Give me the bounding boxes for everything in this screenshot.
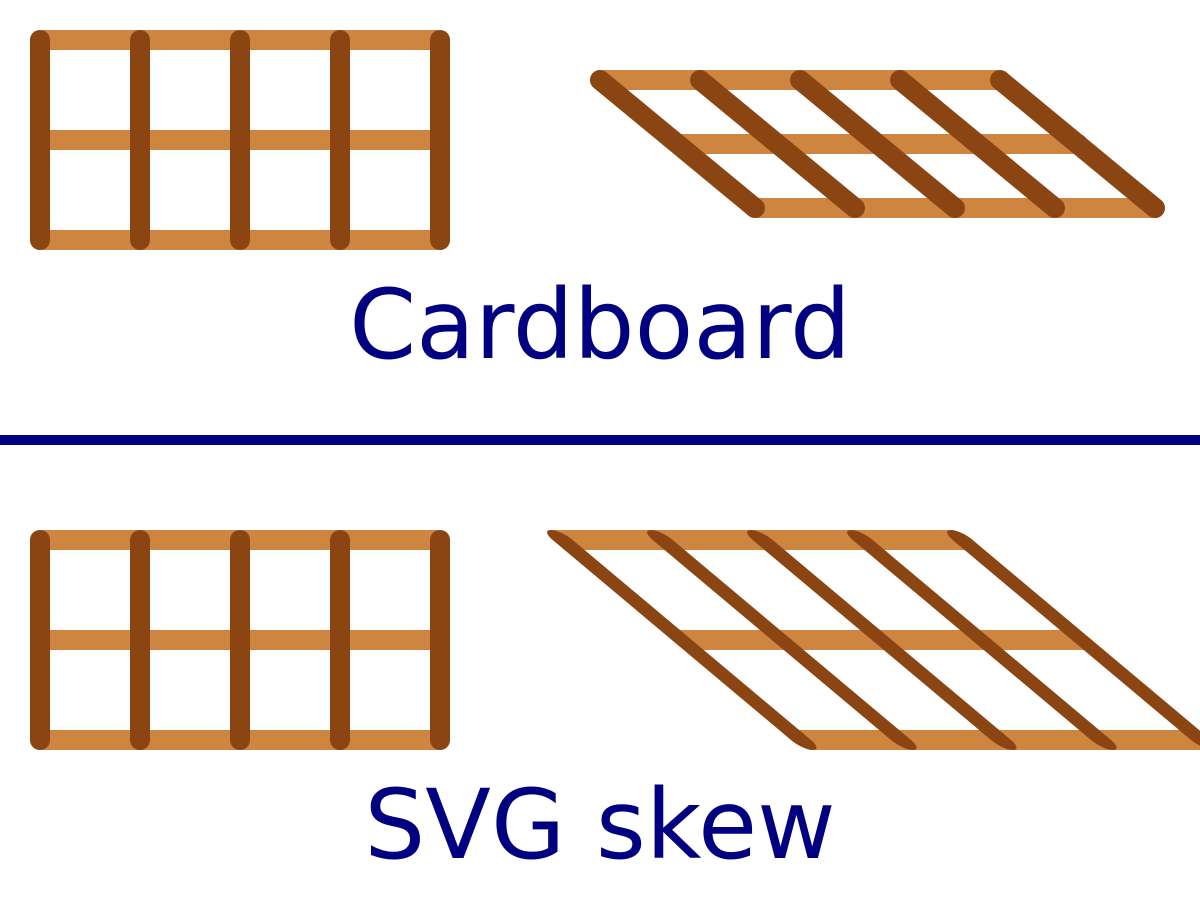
fence-original-top [30, 30, 450, 250]
caption-cardboard: Cardboard [349, 269, 851, 381]
caption-svg-skew: SVG skew [364, 769, 835, 881]
fence-post [747, 530, 1017, 750]
fence-posts [30, 30, 450, 250]
fence-posts [590, 70, 1165, 218]
fence-post [690, 70, 865, 218]
fence-original-bottom [30, 530, 450, 750]
fence-post [647, 530, 917, 750]
fence-post [947, 530, 1200, 750]
fence-posts [547, 530, 1200, 750]
fence-post [990, 70, 1165, 218]
fence-post [890, 70, 1065, 218]
fence-post [590, 70, 765, 218]
fence-post [847, 530, 1117, 750]
fence-svg-skewed [547, 530, 1200, 750]
fence-post [790, 70, 965, 218]
fence-post [547, 530, 817, 750]
section-svg-skew: SVG skew [30, 530, 1200, 881]
fence-cardboard-sheared [590, 70, 1165, 218]
section-cardboard: Cardboard [30, 30, 1165, 381]
fence-posts [30, 530, 450, 750]
